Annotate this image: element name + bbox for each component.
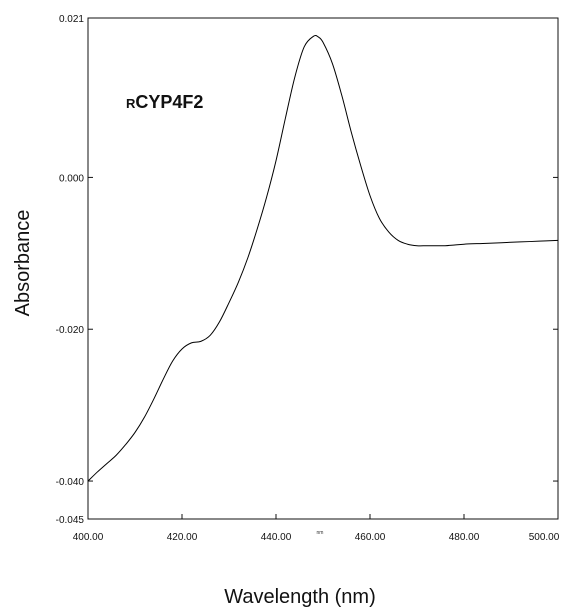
- x-tick-label: 440.00: [261, 532, 292, 543]
- plot-frame: [87, 17, 559, 520]
- y-tick-label: -0.020: [56, 325, 85, 336]
- x-axis-ticks: 400.00 420.00 440.00 460.00 480.00 500.00: [73, 514, 560, 543]
- x-tick-label: 500.00: [529, 532, 560, 543]
- y-tick-label: 0.000: [59, 173, 84, 184]
- y-axis-ticks: 0.021 0.000 -0.020 -0.040 -0.045: [56, 14, 558, 526]
- annotation-label: RCYP4F2: [126, 92, 203, 112]
- x-tick-label: 460.00: [355, 532, 386, 543]
- y-axis-title: Absorbance: [12, 210, 34, 317]
- x-axis-title: Wavelength (nm): [224, 586, 376, 608]
- x-tick-label: 420.00: [167, 532, 198, 543]
- annotation-prefix: R: [126, 96, 136, 111]
- y-tick-label: 0.021: [59, 14, 84, 25]
- x-tick-label: 400.00: [73, 532, 104, 543]
- y-tick-label: -0.045: [56, 515, 85, 526]
- y-tick-label: -0.040: [56, 477, 85, 488]
- x-tick-label: 480.00: [449, 532, 480, 543]
- annotation-main: CYP4F2: [135, 92, 203, 112]
- absorbance-series-line: [87, 34, 559, 482]
- x-unit-mark: nm: [317, 530, 324, 536]
